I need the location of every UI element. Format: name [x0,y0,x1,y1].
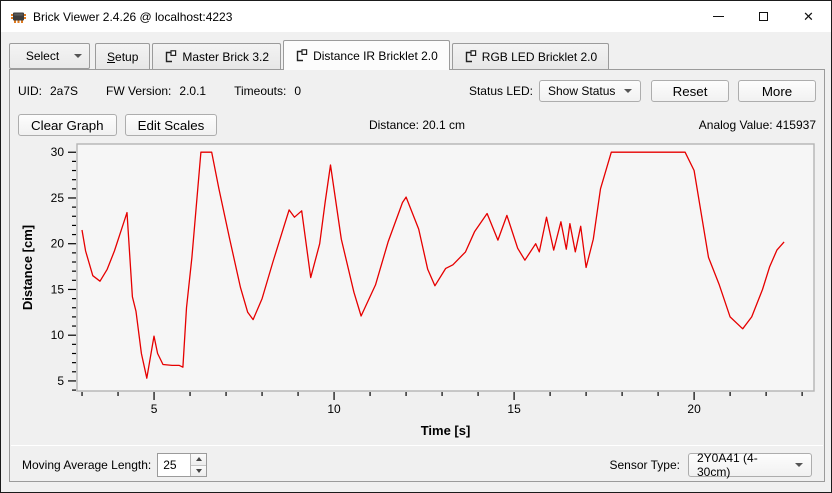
svg-text:10: 10 [51,328,65,342]
tab-setup[interactable]: Setup [95,43,151,69]
chevron-down-icon [795,463,803,467]
tab-label: Master Brick 3.2 [182,49,270,64]
analog-value-readout: Analog Value: 415937 [698,118,816,132]
minimize-button[interactable] [696,1,741,32]
maximize-button[interactable] [741,1,786,32]
title-bar[interactable]: Brick Viewer 2.4.26 @ localhost:4223 ✕ [1,1,831,32]
svg-text:20: 20 [51,237,65,251]
distance-chart-area: 5 10 15 20 25 30 5 10 15 20 Distance [cm] Time [s] [10,140,824,443]
tab-distance-ir[interactable]: Distance IR Bricklet 2.0 [283,40,450,70]
spin-up-button[interactable] [191,454,207,465]
clear-graph-button[interactable]: Clear Graph [18,114,117,136]
settings-bar: Moving Average Length: Sensor Type: 2Y0A… [10,451,824,479]
sensor-type-value: 2Y0A41 (4-30cm) [697,451,758,479]
tab-rgb-led[interactable]: RGB LED Bricklet 2.0 [451,43,610,69]
horizontal-separator [11,445,823,446]
status-led-select[interactable]: Show Status [539,80,641,102]
distance-readout: Distance: 20.1 cm [368,118,466,132]
svg-text:Distance [cm]: Distance [cm] [20,225,35,310]
fw-version-value: 2.0.1 [179,84,207,98]
svg-text:Time [s]: Time [s] [421,423,471,438]
spin-down-button[interactable] [191,464,207,476]
fw-version-label: FW Version: [106,84,172,98]
select-label: Select [25,49,60,63]
sensor-type-select[interactable]: 2Y0A41 (4-30cm) [688,451,812,479]
graph-toolbar: Distance: 20.1 cm Clear Graph Edit Scale… [10,114,824,136]
chevron-down-icon [74,54,82,58]
tab-content-frame: UID: 2a7S FW Version: 2.0.1 Timeouts: 0 … [9,69,825,482]
more-button[interactable]: More [738,80,816,102]
bricklet-icon [465,50,476,63]
tab-master-brick[interactable]: Master Brick 3.2 [152,43,282,69]
moving-average-stepper[interactable] [157,453,208,477]
tab-bar: Select Setup Master Brick 3.2 Distance I… [9,40,611,70]
timeouts-value: 0 [294,84,302,98]
app-chip-icon [11,12,26,23]
tab-label: RGB LED Bricklet 2.0 [481,49,598,64]
minimize-icon [713,16,724,17]
svg-text:10: 10 [327,402,341,416]
maximize-icon [759,12,768,21]
edit-scales-button[interactable]: Edit Scales [124,114,218,136]
svg-text:5: 5 [57,374,64,388]
chevron-down-icon [624,89,632,93]
close-icon: ✕ [803,9,814,24]
svg-text:20: 20 [687,402,701,416]
sensor-type-label: Sensor Type: [609,458,681,472]
distance-chart: 5 10 15 20 25 30 5 10 15 20 Distance [cm] Time [s] [20,143,815,438]
spin-down-icon [195,468,202,473]
svg-text:30: 30 [51,145,65,159]
window-title: Brick Viewer 2.4.26 @ localhost:4223 [33,9,233,24]
svg-text:25: 25 [51,191,65,205]
uid-label: UID: [18,84,42,98]
device-info-bar: UID: 2a7S FW Version: 2.0.1 Timeouts: 0 … [10,80,824,102]
moving-average-input[interactable] [158,454,191,476]
spin-up-icon [195,457,202,462]
close-button[interactable]: ✕ [786,1,831,32]
timeouts-label: Timeouts: [234,84,287,98]
status-led-value: Show Status [548,84,616,98]
svg-text:15: 15 [51,282,65,296]
bricklet-icon [166,50,177,63]
bricklet-icon [296,49,308,62]
svg-text:15: 15 [507,402,521,416]
tab-label: Distance IR Bricklet 2.0 [313,48,438,63]
select-dropdown-button[interactable]: Select [9,43,90,69]
svg-text:5: 5 [151,402,158,416]
moving-average-label: Moving Average Length: [22,458,152,472]
uid-value: 2a7S [50,84,79,98]
status-led-label: Status LED: [468,84,533,98]
reset-button[interactable]: Reset [651,80,729,102]
